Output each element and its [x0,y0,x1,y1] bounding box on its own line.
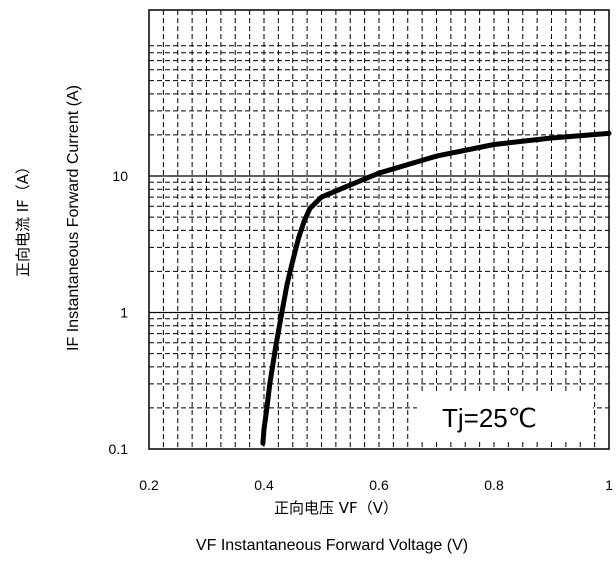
x-tick-label: 0.6 [369,477,389,493]
y-tick-label: 1 [120,305,128,321]
y-tick-label: 0.1 [109,441,129,457]
grid-minor [149,10,609,449]
x-tick-label: 0.8 [484,477,504,493]
x-tick-label: 1 [605,477,613,493]
forward-current-curve [260,130,612,446]
x-tick-label: 0.2 [139,477,159,493]
y-axis-label-en: IF Instantaneous Forward Current (A) [65,85,82,351]
x-tick-label: 0.4 [254,477,274,493]
y-tick-labels: 0.1 1 10 [109,168,129,457]
grid-major [149,175,609,314]
x-tick-labels: 0.2 0.4 0.6 0.8 1 [139,477,613,493]
annotation-background [417,392,593,442]
y-tick-label: 10 [112,168,128,184]
y-axis-label-cn: 正向电流 IF（A） [14,159,32,277]
x-axis-label-cn: 正向电压 VF（V） [274,499,398,517]
annotation-temperature: Tj=25℃ [442,403,537,433]
plot-frame [148,9,610,450]
x-axis-label-en: VF Instantaneous Forward Voltage (V) [196,537,468,554]
